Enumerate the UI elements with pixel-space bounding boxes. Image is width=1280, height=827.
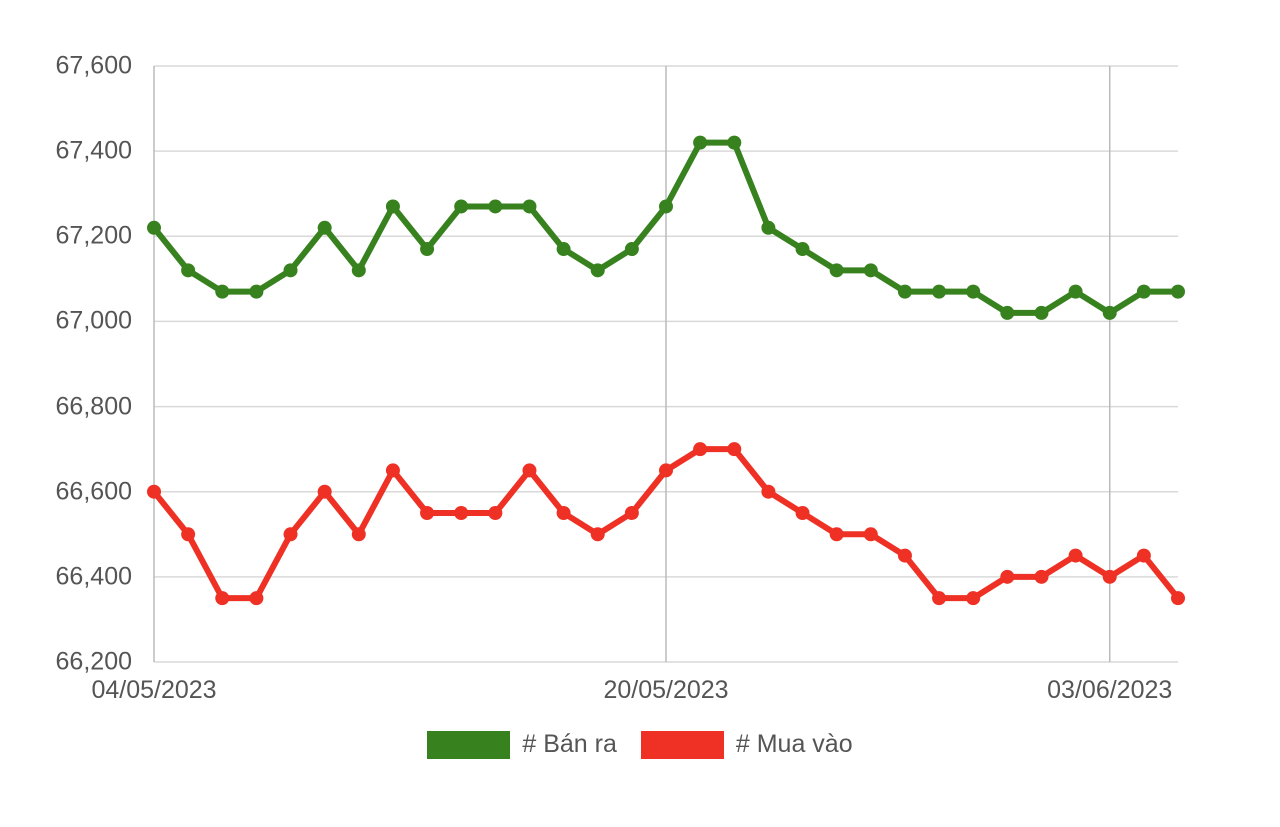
y-axis-tick-label: 67,200: [55, 221, 132, 250]
y-axis-tick-label: 67,000: [55, 306, 132, 335]
legend-label: # Bán ra: [522, 730, 617, 758]
data-point[interactable]: [1000, 305, 1015, 320]
y-axis-tick-label: 66,600: [55, 477, 132, 506]
data-point[interactable]: [693, 135, 708, 150]
data-point[interactable]: [624, 242, 639, 257]
chart-legend: # Bán ra # Mua vào: [0, 730, 1280, 759]
data-point[interactable]: [932, 284, 947, 299]
data-point[interactable]: [1136, 548, 1151, 563]
data-point[interactable]: [659, 199, 673, 214]
data-point[interactable]: [454, 506, 469, 520]
data-point[interactable]: [249, 591, 264, 606]
data-point[interactable]: [317, 484, 332, 499]
data-point[interactable]: [727, 135, 742, 150]
data-point[interactable]: [863, 527, 878, 542]
data-point[interactable]: [795, 242, 810, 257]
data-point[interactable]: [181, 263, 196, 278]
legend-item[interactable]: # Bán ra: [427, 730, 617, 759]
y-axis-tick-label: 67,400: [55, 136, 132, 165]
data-point[interactable]: [863, 263, 878, 278]
data-point[interactable]: [1068, 548, 1083, 563]
data-point[interactable]: [1034, 569, 1049, 584]
data-point[interactable]: [385, 463, 400, 478]
data-point[interactable]: [795, 506, 810, 520]
legend-swatch-icon: [427, 730, 511, 759]
data-point[interactable]: [1171, 284, 1185, 299]
data-point[interactable]: [1171, 591, 1185, 606]
data-point[interactable]: [522, 463, 537, 478]
data-point[interactable]: [966, 591, 981, 606]
data-point[interactable]: [147, 484, 161, 499]
data-point[interactable]: [829, 263, 844, 278]
data-point[interactable]: [1068, 284, 1083, 299]
data-point[interactable]: [1034, 305, 1049, 320]
data-point[interactable]: [317, 220, 332, 235]
data-point[interactable]: [420, 242, 435, 257]
data-point[interactable]: [351, 527, 366, 542]
data-point[interactable]: [420, 506, 435, 520]
data-point[interactable]: [215, 284, 230, 299]
data-point[interactable]: [181, 527, 196, 542]
series-markers: [147, 135, 1185, 606]
y-axis-tick-label: 67,600: [55, 51, 132, 80]
data-point[interactable]: [624, 506, 639, 520]
data-point[interactable]: [556, 506, 571, 520]
data-point[interactable]: [897, 548, 912, 563]
data-point[interactable]: [385, 199, 400, 214]
x-axis-tick-label: 20/05/2023: [603, 676, 729, 704]
data-point[interactable]: [1102, 569, 1117, 584]
y-axis-tick-label: 66,200: [55, 647, 132, 676]
data-point[interactable]: [147, 220, 161, 235]
data-point[interactable]: [488, 506, 503, 520]
data-point[interactable]: [966, 284, 981, 299]
data-point[interactable]: [761, 484, 776, 499]
legend-swatch-icon: [640, 730, 724, 759]
data-point[interactable]: [693, 442, 708, 457]
data-point[interactable]: [522, 199, 537, 214]
data-point[interactable]: [1000, 569, 1015, 584]
data-point[interactable]: [1102, 305, 1117, 320]
data-point[interactable]: [932, 591, 947, 606]
data-point[interactable]: [1136, 284, 1151, 299]
data-point[interactable]: [351, 263, 366, 278]
y-axis-tick-label: 66,800: [55, 392, 132, 421]
data-point[interactable]: [590, 263, 605, 278]
data-point[interactable]: [556, 242, 571, 257]
legend-label: # Mua vào: [735, 730, 853, 758]
data-point[interactable]: [283, 263, 298, 278]
x-axis-tick-label: 04/05/2023: [91, 676, 217, 704]
x-axis-tick-label: 03/06/2023: [1047, 676, 1173, 704]
legend-item[interactable]: # Mua vào: [640, 730, 853, 759]
data-point[interactable]: [215, 591, 230, 606]
axis-lines: [153, 66, 1111, 662]
data-point[interactable]: [283, 527, 298, 542]
data-point[interactable]: [727, 442, 742, 457]
data-point[interactable]: [897, 284, 912, 299]
data-point[interactable]: [454, 199, 469, 214]
data-point[interactable]: [829, 527, 844, 542]
data-point[interactable]: [249, 284, 264, 299]
data-point[interactable]: [488, 199, 503, 214]
data-point[interactable]: [761, 220, 776, 235]
data-point[interactable]: [659, 463, 673, 478]
y-axis-tick-label: 66,400: [55, 562, 132, 591]
data-point[interactable]: [590, 527, 605, 542]
